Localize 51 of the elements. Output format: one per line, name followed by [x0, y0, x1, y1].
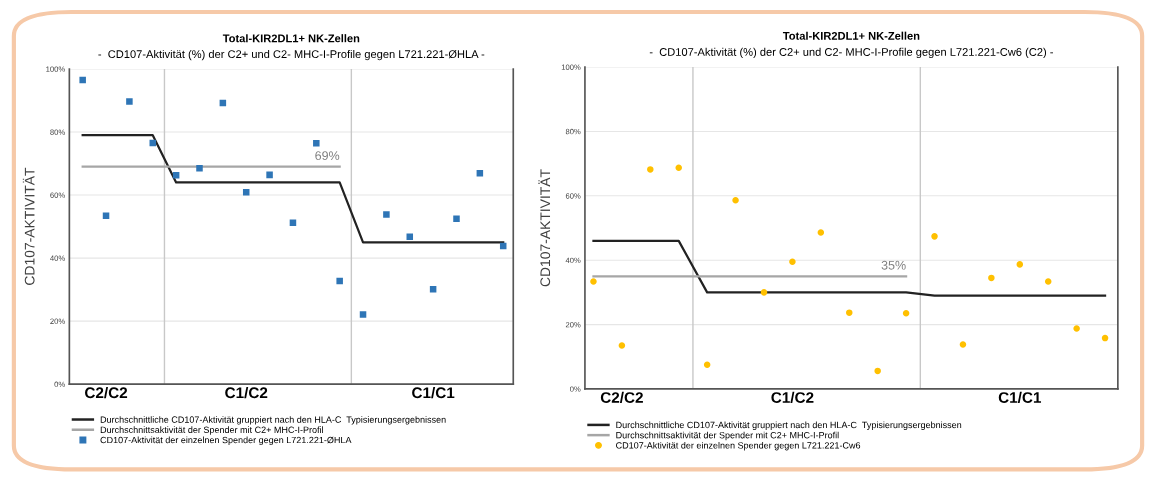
legend-label: CD107-Aktivität der einzelnen Spender gegen L721.221-Cw6	[616, 441, 861, 451]
x-tick-label: C1/C2	[771, 391, 814, 404]
y-axis-title: CD107-AKTIVITÄT	[22, 167, 35, 285]
annotation: 35%	[881, 260, 906, 270]
point	[453, 215, 460, 222]
point	[959, 341, 967, 348]
point	[1016, 261, 1024, 268]
x-tick-label: C1/C1	[412, 386, 455, 399]
legend-label: CD107-Aktivität der einzelnen Spender gegen L721.221-ØHLA	[100, 436, 352, 445]
legend-label: Durchschnittsaktivität der Spender mit C2+ MHC-I-Profil	[100, 426, 323, 435]
point	[429, 286, 437, 293]
point	[760, 289, 768, 296]
point	[703, 361, 711, 369]
chart-subtitle: - CD107-Aktivität (%) der C2+ und C2- MHC-I-Profile gegen L721.221-ØHLA -	[98, 49, 485, 61]
point	[732, 197, 739, 204]
legend-label: Durchschnittliche CD107-Aktivität gruppiert nach den HLA-C Typisierungsergebnissen	[100, 416, 446, 425]
x-tick-label: C2/C2	[85, 386, 128, 399]
x-tick-label: C2/C2	[600, 391, 643, 404]
point	[675, 164, 682, 172]
x-tick-label: C1/C2	[225, 386, 268, 399]
legend-label: Durchschnittsaktivität der Spender mit C2+ MHC-I-Profil	[616, 431, 839, 441]
point	[902, 310, 910, 317]
chart-title: Total-KIR2DL1+ NK-Zellen	[782, 31, 920, 40]
point	[846, 309, 853, 316]
legend-label: Durchschnittliche CD107-Aktivität gruppiert nach den HLA-C Typisierungsergebnissen	[616, 421, 962, 430]
point	[1044, 278, 1052, 285]
point	[359, 311, 367, 318]
point	[618, 342, 626, 349]
point	[1101, 334, 1109, 342]
x-tick-label: C1/C1	[998, 391, 1042, 404]
annotation: 69%	[315, 151, 340, 161]
point	[336, 277, 343, 285]
point	[817, 229, 825, 236]
point	[313, 140, 320, 147]
point	[590, 278, 597, 285]
point	[988, 274, 995, 282]
point	[647, 166, 654, 173]
point	[196, 165, 203, 172]
point	[406, 233, 414, 240]
point	[874, 367, 881, 375]
point	[789, 258, 796, 266]
point	[79, 76, 86, 84]
y-axis-title: CD107-AKTIVITÄT	[538, 169, 551, 287]
point	[476, 170, 484, 177]
point	[126, 98, 133, 105]
point	[266, 171, 273, 179]
chart-subtitle: - CD107-Aktivität (%) der C2+ und C2- MHC-I-Profile gegen L721.221-Cw6 (C2) -	[649, 47, 1053, 59]
chart-title: Total-KIR2DL1+ NK-Zellen	[222, 34, 360, 43]
point	[1073, 325, 1080, 332]
point	[383, 211, 390, 218]
point	[931, 233, 938, 240]
